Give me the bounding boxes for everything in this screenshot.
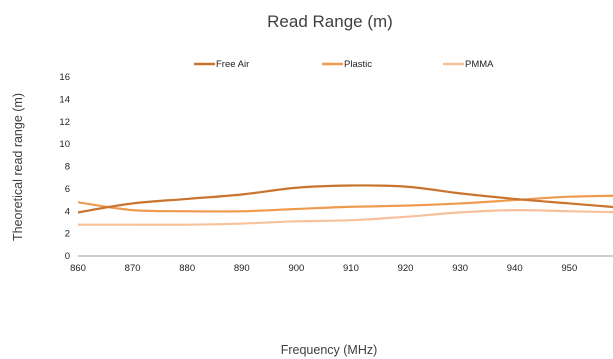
legend-label: Plastic [344, 59, 372, 70]
series-line-plastic [78, 194, 613, 213]
series-layer [78, 184, 613, 226]
axes: 0 2 4 6 8 10 12 14 16 860 870 880 890 900 910 920 930 940… [59, 72, 613, 274]
x-tick-label: 880 [179, 263, 195, 274]
series-line-pmma [78, 209, 613, 226]
y-tick-label: 8 [65, 162, 70, 173]
series-line-free-air [78, 184, 613, 214]
y-tick-label: 2 [65, 229, 70, 240]
legend-label: PMMA [465, 59, 494, 70]
x-tick-label: 910 [343, 263, 359, 274]
x-tick-label: 930 [452, 263, 468, 274]
legend-item-pmma: PMMA [443, 59, 494, 70]
y-tick-label: 4 [65, 206, 70, 217]
legend-label: Free Air [216, 59, 249, 70]
y-tick-label: 12 [59, 117, 70, 128]
legend: Free Air Plastic PMMA [194, 59, 494, 70]
x-tick-label: 940 [507, 263, 523, 274]
y-tick-label: 16 [59, 72, 70, 83]
x-tick-label: 920 [398, 263, 414, 274]
x-tick-label: 860 [70, 263, 86, 274]
y-axis-label: Theoretical read range (m) [11, 93, 25, 241]
y-tick-label: 0 [65, 251, 70, 262]
x-tick-label: 890 [234, 263, 250, 274]
x-tick-label: 870 [125, 263, 141, 274]
legend-item-free-air: Free Air [194, 59, 249, 70]
x-tick-label: 900 [288, 263, 304, 274]
legend-item-plastic: Plastic [322, 59, 372, 70]
x-tick-label: 950 [561, 263, 577, 274]
y-tick-label: 10 [59, 139, 70, 150]
chart-title: Read Range (m) [267, 12, 393, 31]
y-tick-label: 14 [59, 94, 70, 105]
x-axis-label: Frequency (MHz) [281, 343, 378, 357]
y-tick-label: 6 [65, 184, 70, 195]
